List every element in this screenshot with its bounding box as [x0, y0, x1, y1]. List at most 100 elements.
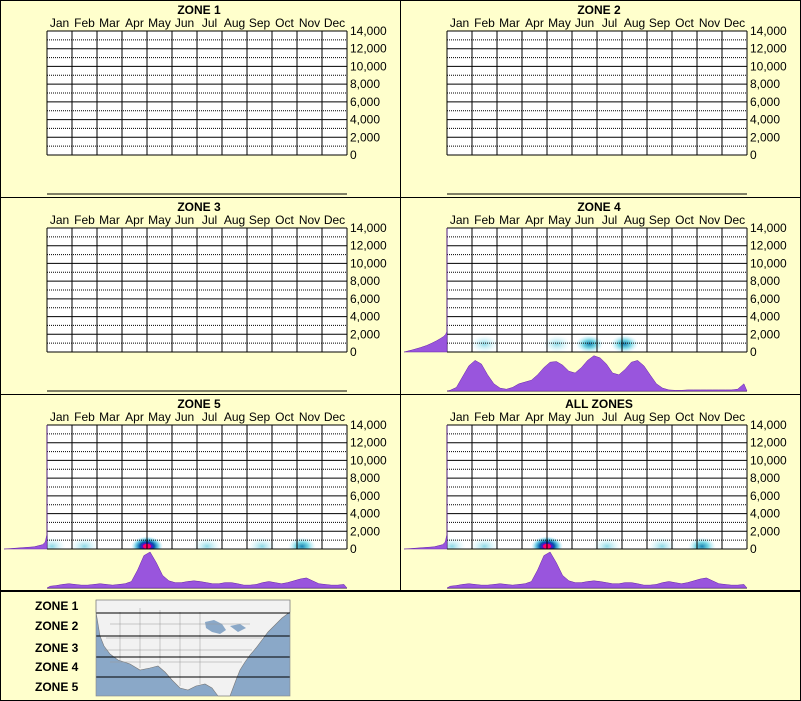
y-tick-label: 12,000 — [350, 436, 387, 450]
y-tick-label: 8,000 — [750, 274, 780, 288]
panel-title: ZONE 4 — [577, 200, 621, 214]
month-label-dec: Dec — [724, 213, 745, 227]
y-tick-label: 0 — [750, 345, 757, 359]
y-tick-label: 6,000 — [350, 95, 380, 109]
y-tick-label: 8,000 — [750, 77, 780, 91]
panel-title: ZONE 1 — [177, 3, 221, 17]
month-label-jan: Jan — [50, 410, 69, 424]
zone-map — [95, 599, 291, 697]
y-tick-label: 0 — [750, 148, 757, 162]
month-label-aug: Aug — [224, 16, 245, 30]
y-tick-label: 14,000 — [350, 418, 387, 432]
heat-layer — [470, 335, 639, 352]
elevation-density-area — [3, 425, 48, 550]
month-density-area — [46, 551, 348, 589]
month-label-may: May — [548, 213, 571, 227]
y-tick-label: 10,000 — [350, 59, 387, 73]
month-label-jun: Jun — [175, 410, 194, 424]
y-tick-label: 0 — [750, 542, 757, 556]
month-label-mar: Mar — [99, 213, 120, 227]
elevation-density-area — [403, 425, 448, 550]
month-label-may: May — [148, 410, 171, 424]
month-label-may: May — [548, 410, 571, 424]
month-label-mar: Mar — [499, 213, 520, 227]
month-label-aug: Aug — [624, 16, 645, 30]
y-tick-label: 4,000 — [750, 507, 780, 521]
month-label-jul: Jul — [202, 410, 217, 424]
month-label-nov: Nov — [699, 213, 720, 227]
month-label-feb: Feb — [74, 16, 95, 30]
y-tick-label: 14,000 — [750, 221, 787, 235]
panel-title: ALL ZONES — [565, 397, 633, 411]
month-label-mar: Mar — [99, 16, 120, 30]
month-label-feb: Feb — [474, 16, 495, 30]
month-label-apr: Apr — [125, 16, 144, 30]
month-label-jun: Jun — [575, 16, 594, 30]
month-label-may: May — [148, 16, 171, 30]
legend-zone-1-label: ZONE 1 — [35, 599, 79, 613]
y-tick-label: 0 — [350, 148, 357, 162]
month-label-nov: Nov — [699, 16, 720, 30]
month-label-dec: Dec — [324, 213, 345, 227]
month-label-apr: Apr — [525, 16, 544, 30]
y-tick-label: 2,000 — [350, 524, 380, 538]
y-tick-label: 4,000 — [750, 113, 780, 127]
chart-panel-2: ZONE 2 Jan Feb Mar Apr May Jun Jul Aug Sep Oct Nov D… — [400, 0, 801, 198]
month-label-oct: Oct — [275, 16, 294, 30]
heat-spot-4 — [610, 335, 639, 352]
month-label-feb: Feb — [74, 410, 95, 424]
y-tick-label: 8,000 — [350, 471, 380, 485]
month-label-oct: Oct — [275, 410, 294, 424]
month-label-mar: Mar — [499, 410, 520, 424]
month-label-aug: Aug — [624, 213, 645, 227]
month-label-jul: Jul — [602, 213, 617, 227]
month-label-mar: Mar — [99, 410, 120, 424]
month-label-jun: Jun — [575, 410, 594, 424]
chart-panel-4: ZONE 4 Jan Feb Mar Apr May Jun Jul Aug Sep Oct Nov D… — [400, 197, 801, 395]
legend-zone-2-label: ZONE 2 — [35, 619, 79, 633]
month-label-sep: Sep — [249, 16, 271, 30]
y-tick-label: 2,000 — [750, 327, 780, 341]
month-label-jul: Jul — [202, 16, 217, 30]
y-tick-label: 10,000 — [750, 453, 787, 467]
y-tick-label: 12,000 — [750, 239, 787, 253]
chart-panel-1: ZONE 1 Jan Feb Mar Apr May Jun Jul Aug Sep Oct Nov D… — [0, 0, 401, 198]
month-label-jan: Jan — [50, 213, 69, 227]
month-label-sep: Sep — [249, 213, 271, 227]
heat-spot-1 — [470, 335, 499, 352]
month-label-apr: Apr — [125, 213, 144, 227]
month-density-area — [446, 551, 748, 589]
y-tick-label: 4,000 — [350, 113, 380, 127]
y-tick-label: 12,000 — [350, 239, 387, 253]
month-label-feb: Feb — [474, 410, 495, 424]
month-label-jan: Jan — [450, 410, 469, 424]
y-tick-label: 8,000 — [350, 77, 380, 91]
y-tick-label: 6,000 — [750, 95, 780, 109]
month-label-aug: Aug — [624, 410, 645, 424]
chart-panel-3: ZONE 3 Jan Feb Mar Apr May Jun Jul Aug Sep Oct Nov D… — [0, 197, 401, 395]
month-label-aug: Aug — [224, 410, 245, 424]
legend-zone-5-label: ZONE 5 — [35, 680, 79, 694]
y-tick-label: 4,000 — [350, 507, 380, 521]
month-label-sep: Sep — [649, 16, 671, 30]
month-label-oct: Oct — [675, 213, 694, 227]
month-label-apr: Apr — [525, 213, 544, 227]
y-tick-label: 6,000 — [750, 489, 780, 503]
month-label-jul: Jul — [602, 16, 617, 30]
month-label-mar: Mar — [499, 16, 520, 30]
y-tick-label: 14,000 — [750, 24, 787, 38]
y-tick-label: 2,000 — [350, 327, 380, 341]
month-label-nov: Nov — [299, 410, 320, 424]
y-tick-label: 14,000 — [350, 24, 387, 38]
month-label-jun: Jun — [575, 213, 594, 227]
legend-zone-3-label: ZONE 3 — [35, 641, 79, 655]
map-great-lakes — [205, 620, 246, 634]
y-tick-label: 0 — [350, 542, 357, 556]
y-tick-label: 4,000 — [350, 310, 380, 324]
y-tick-label: 12,000 — [350, 42, 387, 56]
month-label-nov: Nov — [299, 213, 320, 227]
month-label-jan: Jan — [50, 16, 69, 30]
month-label-may: May — [548, 16, 571, 30]
month-label-dec: Dec — [324, 16, 345, 30]
y-tick-label: 10,000 — [350, 453, 387, 467]
